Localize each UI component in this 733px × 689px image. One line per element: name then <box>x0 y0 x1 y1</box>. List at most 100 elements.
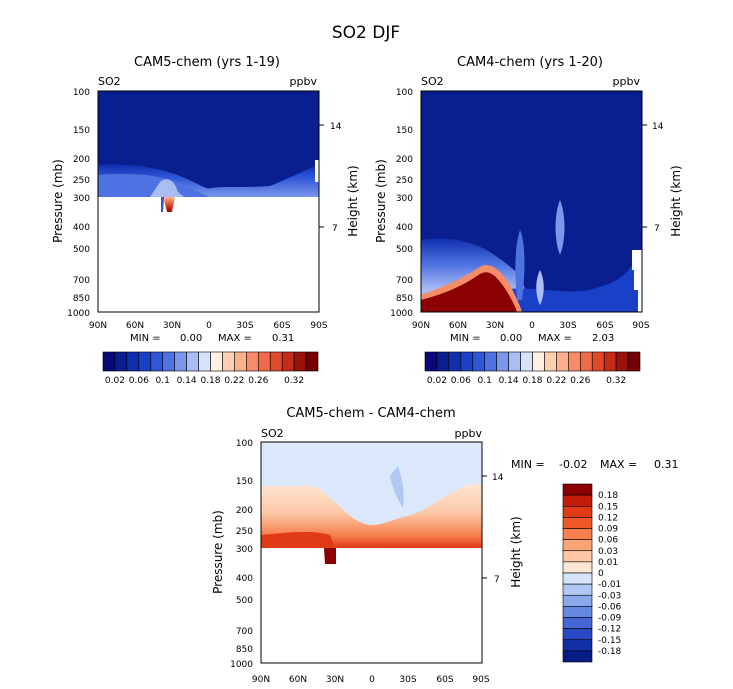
max-value: 0.31 <box>654 458 679 471</box>
y-axis-label: Pressure (mb) <box>211 510 225 594</box>
y-tick-label: 100 <box>73 88 90 98</box>
negative-anomaly <box>390 466 404 508</box>
max-label: MAX = <box>600 458 637 471</box>
colorbar-swatch <box>544 351 557 372</box>
colorbar-swatch <box>102 351 116 372</box>
colorbar-swatch <box>520 351 533 372</box>
panel-difference: CAM5-chem - CAM4-chem SO2 ppbv 100 150 2… <box>211 406 679 685</box>
y2-axis: 14 7 Height (km) <box>319 122 360 237</box>
colorbar-swatch <box>556 351 569 372</box>
panel-cam5: CAM5-chem (yrs 1-19) SO2 ppbv 100 150 20… <box>51 55 360 386</box>
colorbar-label: 0.03 <box>598 547 618 557</box>
colorbar-swatch <box>562 606 593 618</box>
colorbar-label: 0.1 <box>156 376 170 386</box>
low-concentration-band-upper <box>98 174 210 197</box>
tropical-plume-2 <box>555 200 565 255</box>
colorbar-swatch <box>579 351 593 372</box>
colorbar-label: 0.12 <box>598 513 618 523</box>
y2-tick-label: 14 <box>330 122 342 132</box>
y-axis: 100 150 200 250 300 400 500 700 850 1000… <box>374 88 413 319</box>
strong-anomaly <box>261 531 335 548</box>
colorbar-swatch <box>222 351 235 372</box>
colorbar-swatch <box>562 650 593 663</box>
colorbar-swatch <box>234 351 247 372</box>
positive-anomaly-band <box>261 484 482 548</box>
y2-tick-label: 7 <box>332 224 338 234</box>
colorbar-swatch <box>562 494 593 507</box>
min-label: MIN = <box>511 458 545 471</box>
colorbar-label: 0.09 <box>598 525 618 535</box>
colorbar-swatch <box>591 351 605 372</box>
colorbar-swatch <box>150 351 164 372</box>
colorbar-label: 0.06 <box>598 536 618 546</box>
y-axis: 100 150 200 250 300 400 500 700 850 1000… <box>51 88 90 319</box>
colorbar-label: 0.14 <box>177 376 197 386</box>
y-tick-label: 500 <box>236 596 253 606</box>
colorbar-label: 0.14 <box>499 376 519 386</box>
colorbar-label: 0.32 <box>606 376 626 386</box>
x-axis: 90N 60N 30N 0 30S 60S 90S <box>412 321 650 331</box>
colorbar-label: -0.18 <box>598 647 622 657</box>
y-tick-label: 200 <box>236 506 253 516</box>
y2-axis: 14 7 Height (km) <box>642 122 683 237</box>
y-tick-label: 1000 <box>390 309 413 319</box>
missing-data-edge <box>315 160 319 182</box>
y2-axis-label: Height (km) <box>509 516 523 587</box>
min-value: 0.00 <box>180 333 202 344</box>
colorbar-label: 0.26 <box>570 376 590 386</box>
colorbar-label: 0.15 <box>598 502 618 512</box>
y-tick-label: 700 <box>236 627 253 637</box>
x-axis: 90N 60N 30N 0 30S 60S 90S <box>252 675 490 685</box>
y-tick-label: 850 <box>73 294 90 304</box>
colorbar-swatch <box>210 351 223 372</box>
min-label: MIN = <box>130 333 161 344</box>
colorbar-swatch <box>436 351 450 372</box>
colorbar-swatch <box>508 351 521 372</box>
colorbar-label: 0.18 <box>200 376 220 386</box>
x-tick-label: 90N <box>412 321 430 331</box>
y-tick-label: 700 <box>396 276 413 286</box>
x-axis: 90N 60N 30N 0 30S 60S 90S <box>89 321 328 331</box>
colorbar-swatch <box>562 550 593 563</box>
colorbar-swatch <box>162 351 175 372</box>
x-tick-label: 60S <box>273 321 290 331</box>
units-label: ppbv <box>613 75 641 88</box>
rising-plume <box>150 179 184 197</box>
x-tick-label: 90S <box>632 321 649 331</box>
y2-axis-label: Height (km) <box>346 165 360 236</box>
panel-title: CAM4-chem (yrs 1-20) <box>457 55 603 70</box>
y-tick-label: 100 <box>236 439 253 449</box>
y-tick-label: 200 <box>73 155 90 165</box>
panel-cam4: CAM4-chem (yrs 1-20) SO2 ppbv 100 150 20… <box>374 55 683 386</box>
colorbar-swatch <box>460 351 474 372</box>
plot-frame <box>420 90 643 313</box>
colorbar: 0.02 0.06 0.1 0.14 0.18 0.22 0.26 0.32 <box>102 351 319 386</box>
plot-area <box>420 90 643 313</box>
x-tick-label: 30S <box>399 675 416 685</box>
colorbar-label: -0.15 <box>598 636 621 646</box>
x-tick-label: 30N <box>163 321 181 331</box>
x-tick-label: 0 <box>369 675 375 685</box>
y-tick-label: 400 <box>73 223 90 233</box>
y-tick-label: 300 <box>73 194 90 204</box>
colorbar-swatch <box>114 351 128 372</box>
colorbar-swatch <box>532 351 545 372</box>
masked-surface-region <box>98 197 319 312</box>
y-tick-label: 250 <box>73 176 90 186</box>
colorbar-label: -0.06 <box>598 602 622 612</box>
x-tick-label: 90N <box>89 321 107 331</box>
plot-area <box>260 441 483 664</box>
colorbar-swatch <box>198 351 211 372</box>
colorbar-label: -0.01 <box>598 580 621 590</box>
y-tick-label: 150 <box>236 477 253 487</box>
colorbar-label: 0.06 <box>451 376 471 386</box>
x-tick-label: 0 <box>206 321 212 331</box>
colorbar-swatch <box>603 351 617 372</box>
y-tick-label: 1000 <box>67 309 90 319</box>
y-tick-label: 100 <box>396 88 413 98</box>
x-tick-label: 30N <box>326 675 344 685</box>
max-value: 0.31 <box>272 333 294 344</box>
panel-title: CAM5-chem (yrs 1-19) <box>134 55 280 70</box>
colorbar-label: 0.02 <box>427 376 447 386</box>
colorbar-swatch <box>562 561 593 574</box>
